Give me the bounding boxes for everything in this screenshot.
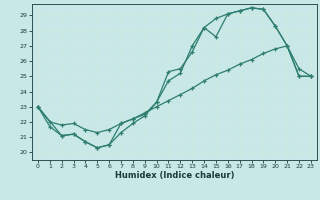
X-axis label: Humidex (Indice chaleur): Humidex (Indice chaleur) [115, 171, 234, 180]
